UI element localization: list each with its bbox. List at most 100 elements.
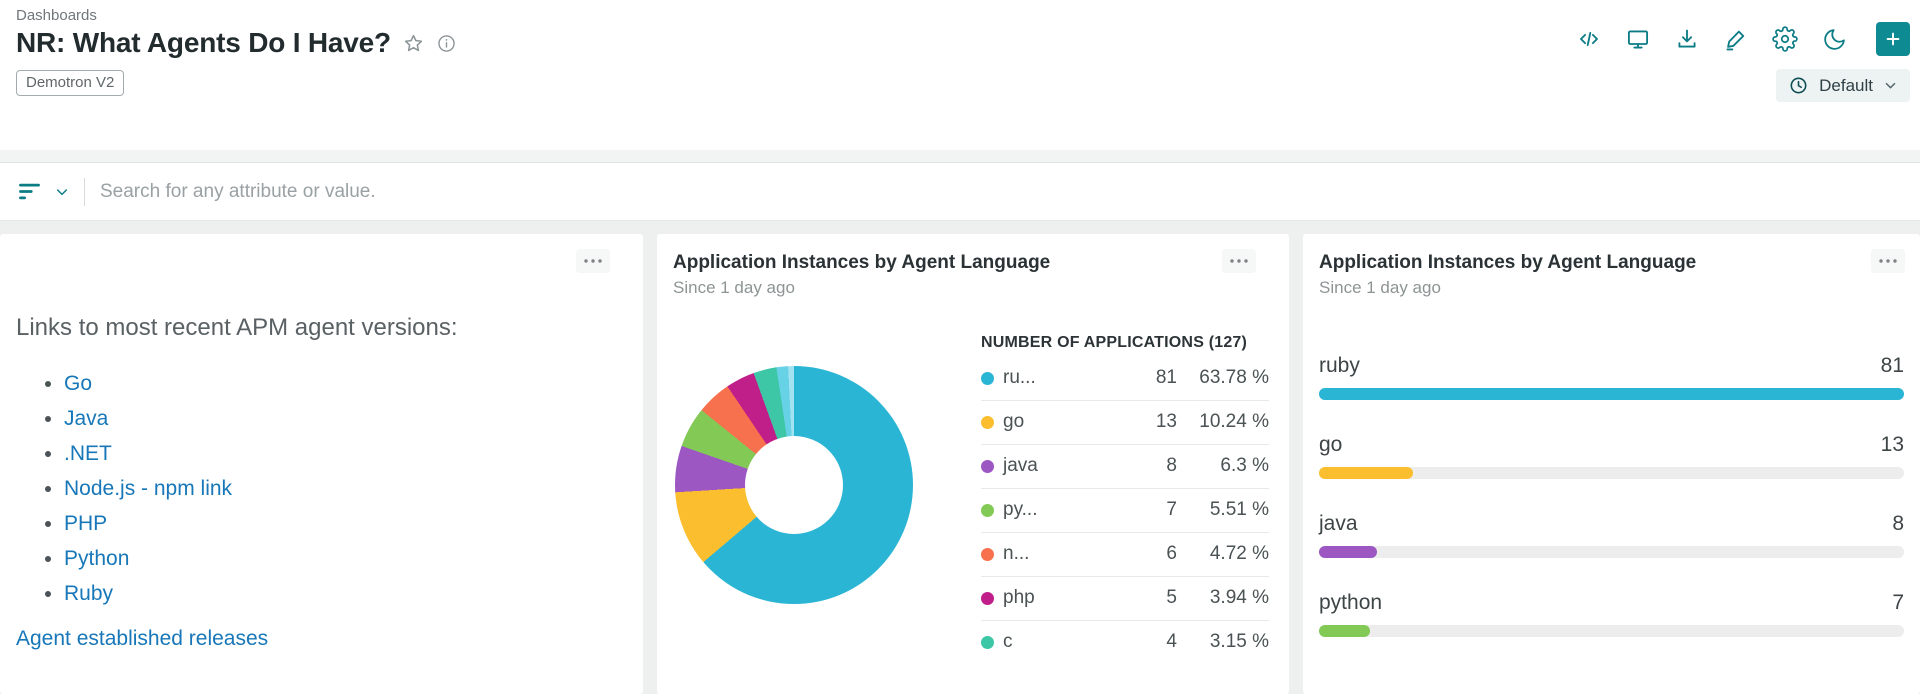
search-input[interactable] xyxy=(100,180,1904,203)
bar-track xyxy=(1319,625,1904,637)
link-python[interactable]: Python xyxy=(64,547,130,570)
widget-menu-button[interactable] xyxy=(576,249,610,273)
pie-content: NUMBER OF APPLICATIONS (127) ru... 81 63… xyxy=(673,312,1273,664)
header-divider-strip xyxy=(0,150,1920,163)
list-item: Python xyxy=(64,541,627,576)
series-percent: 4.72 % xyxy=(1209,543,1269,564)
chevron-down-icon xyxy=(1883,78,1898,93)
series-color-dot xyxy=(981,591,994,605)
time-picker[interactable]: Default xyxy=(1776,69,1910,102)
series-color-dot xyxy=(981,547,994,561)
bar-value: 81 xyxy=(1880,354,1904,377)
widget-subtitle: Since 1 day ago xyxy=(1319,278,1441,297)
link-nodejs[interactable]: Node.js - npm link xyxy=(64,477,233,500)
bar-track xyxy=(1319,388,1904,400)
legend-table-header: NUMBER OF APPLICATIONS (127) xyxy=(981,334,1248,351)
filter-icon[interactable] xyxy=(16,179,42,205)
bar-value: 8 xyxy=(1892,512,1904,535)
bar-label: ruby xyxy=(1319,354,1360,377)
link-go[interactable]: Go xyxy=(64,372,93,395)
divider xyxy=(84,177,85,206)
series-color-dot xyxy=(981,503,994,517)
bar-track xyxy=(1319,467,1904,479)
series-label: java xyxy=(1003,455,1038,476)
title-row: NR: What Agents Do I Have? xyxy=(16,27,457,59)
time-picker-label: Default xyxy=(1819,75,1873,95)
links-heading: Links to most recent APM agent versions: xyxy=(16,314,458,341)
bar-row[interactable]: java 8 xyxy=(1319,512,1904,558)
link-java[interactable]: Java xyxy=(64,407,109,430)
series-label: ru... xyxy=(1003,367,1036,388)
dashboard-tag-badge: Demotron V2 xyxy=(16,70,125,96)
header-left: Dashboards NR: What Agents Do I Have? De… xyxy=(16,5,457,150)
bar-label: python xyxy=(1319,591,1383,614)
bar-row[interactable]: ruby 81 xyxy=(1319,354,1904,400)
table-row[interactable]: go 13 10.24 % xyxy=(981,401,1269,445)
series-percent: 3.94 % xyxy=(1209,587,1269,608)
add-widget-button[interactable] xyxy=(1876,22,1910,56)
widget-subtitle: Since 1 day ago xyxy=(673,278,795,297)
bar-row[interactable]: go 13 xyxy=(1319,433,1904,479)
series-percent: 3.15 % xyxy=(1209,631,1269,652)
list-item: Java xyxy=(64,401,627,436)
series-value: 8 xyxy=(1166,455,1177,476)
bar-label: go xyxy=(1319,433,1343,456)
table-row[interactable]: ru... 81 63.78 % xyxy=(981,357,1269,401)
series-percent: 63.78 % xyxy=(1199,367,1269,388)
legend-table: NUMBER OF APPLICATIONS (127) ru... 81 63… xyxy=(981,334,1269,664)
table-row[interactable]: php 5 3.94 % xyxy=(981,577,1269,621)
filter-bar xyxy=(0,163,1920,221)
bar-row[interactable]: python 7 xyxy=(1319,591,1904,637)
series-value: 6 xyxy=(1166,543,1177,564)
bar-fill xyxy=(1319,625,1370,637)
widget-menu-button[interactable] xyxy=(1222,249,1256,273)
breadcrumb[interactable]: Dashboards xyxy=(16,7,97,24)
star-icon[interactable] xyxy=(402,32,425,55)
tv-mode-icon[interactable] xyxy=(1625,26,1651,52)
bar-label: java xyxy=(1319,512,1358,535)
code-icon[interactable] xyxy=(1576,26,1602,52)
donut-chart[interactable] xyxy=(675,366,913,604)
clock-icon xyxy=(1788,75,1809,96)
table-row[interactable]: java 8 6.3 % xyxy=(981,445,1269,489)
series-percent: 10.24 % xyxy=(1199,411,1269,432)
bar-fill xyxy=(1319,467,1413,479)
bar-value: 7 xyxy=(1892,591,1904,614)
download-icon[interactable] xyxy=(1674,26,1700,52)
bar-fill xyxy=(1319,546,1377,558)
gear-icon[interactable] xyxy=(1772,26,1798,52)
bar-track xyxy=(1319,546,1904,558)
list-item: Go xyxy=(64,366,627,401)
link-ruby[interactable]: Ruby xyxy=(64,582,114,605)
list-item: PHP xyxy=(64,506,627,541)
link-php[interactable]: PHP xyxy=(64,512,108,535)
series-label: c xyxy=(1003,631,1013,652)
link-agent-established-releases[interactable]: Agent established releases xyxy=(16,627,269,650)
dashboard-header: Dashboards NR: What Agents Do I Have? De… xyxy=(0,0,1920,150)
series-percent: 6.3 % xyxy=(1220,455,1269,476)
links-widget: Links to most recent APM agent versions:… xyxy=(0,234,643,694)
series-color-dot xyxy=(981,371,994,385)
series-label: py... xyxy=(1003,499,1038,520)
chevron-down-icon[interactable] xyxy=(54,184,70,200)
series-value: 5 xyxy=(1166,587,1177,608)
bar-widget: Application Instances by Agent Language … xyxy=(1303,234,1920,694)
series-label: n... xyxy=(1003,543,1030,564)
moon-icon[interactable] xyxy=(1821,26,1847,52)
info-icon[interactable] xyxy=(436,33,457,54)
list-item: .NET xyxy=(64,436,627,471)
donut-hole xyxy=(745,436,843,534)
series-color-dot xyxy=(981,415,994,429)
link-dotnet[interactable]: .NET xyxy=(64,442,112,465)
table-row[interactable]: n... 6 4.72 % xyxy=(981,533,1269,577)
pie-widget: Application Instances by Agent Language … xyxy=(657,234,1289,694)
table-row[interactable]: c 4 3.15 % xyxy=(981,621,1269,664)
pencil-icon[interactable] xyxy=(1723,26,1749,52)
widget-menu-button[interactable] xyxy=(1871,249,1905,273)
header-actions xyxy=(1576,22,1910,56)
bar-value: 13 xyxy=(1880,433,1904,456)
bar-chart: ruby 81 go 13 java 8 python 7 xyxy=(1319,354,1904,637)
table-row[interactable]: py... 7 5.51 % xyxy=(981,489,1269,533)
series-value: 13 xyxy=(1155,411,1177,432)
widget-title: Application Instances by Agent Language xyxy=(673,252,1051,273)
